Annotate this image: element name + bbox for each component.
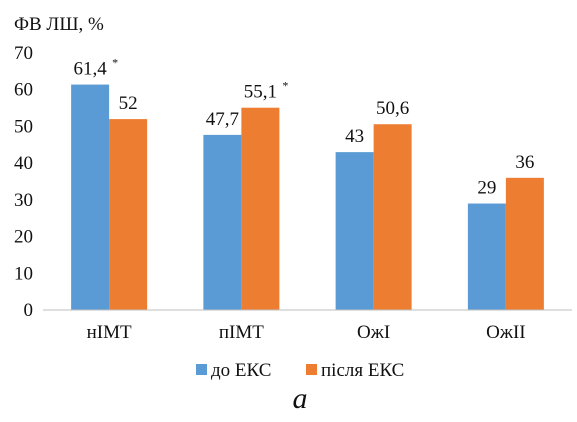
y-tick-label: 50 xyxy=(14,116,33,137)
y-tick-label: 30 xyxy=(14,190,33,211)
data-label: 47,7 xyxy=(206,109,239,130)
legend: до ЕКС після ЕКС xyxy=(196,360,404,381)
y-tick-label: 40 xyxy=(14,153,33,174)
legend-label: після ЕКС xyxy=(321,360,404,381)
x-tick-label: нІМТ xyxy=(87,322,132,343)
x-axis-ticks: нІМТ пІМТ ОжІ ОжІІ xyxy=(87,322,526,343)
bar xyxy=(373,124,412,311)
y-tick-label: 20 xyxy=(14,227,33,248)
data-label: 61,4 xyxy=(74,59,108,80)
figure-caption: а xyxy=(293,382,308,415)
bar xyxy=(505,177,544,310)
bar xyxy=(71,84,110,311)
bars-group xyxy=(71,84,544,311)
bar xyxy=(335,152,374,310)
y-tick-label: 60 xyxy=(14,80,33,101)
y-tick-label: 70 xyxy=(14,43,33,64)
bar xyxy=(203,134,242,310)
bar xyxy=(109,119,148,310)
y-tick-label: 0 xyxy=(24,300,34,321)
legend-swatch xyxy=(196,364,207,375)
data-label: 36 xyxy=(515,152,534,173)
legend-swatch xyxy=(306,364,317,375)
bar xyxy=(467,203,506,310)
significance-mark: * xyxy=(112,56,118,70)
data-label: 55,1 xyxy=(244,82,277,103)
data-labels-group: 61,4 * 52 47,755,1 * 43 50,6 29 36 xyxy=(74,56,535,199)
data-label: 50,6 xyxy=(376,98,409,119)
x-tick-label: пІМТ xyxy=(219,322,264,343)
y-tick-label: 10 xyxy=(14,263,33,284)
x-tick-label: ОжІ xyxy=(357,322,390,343)
legend-label: до ЕКС xyxy=(211,360,271,381)
y-axis-ticks: 0 10 20 30 40 50 60 70 xyxy=(14,43,33,321)
x-tick-label: ОжІІ xyxy=(486,322,526,343)
data-label: 29 xyxy=(477,178,496,199)
data-label: 52 xyxy=(119,93,138,114)
data-label: 43 xyxy=(345,126,364,147)
y-axis-label: ФВ ЛШ, % xyxy=(14,14,104,35)
significance-mark: * xyxy=(282,79,288,93)
bar xyxy=(241,107,280,310)
